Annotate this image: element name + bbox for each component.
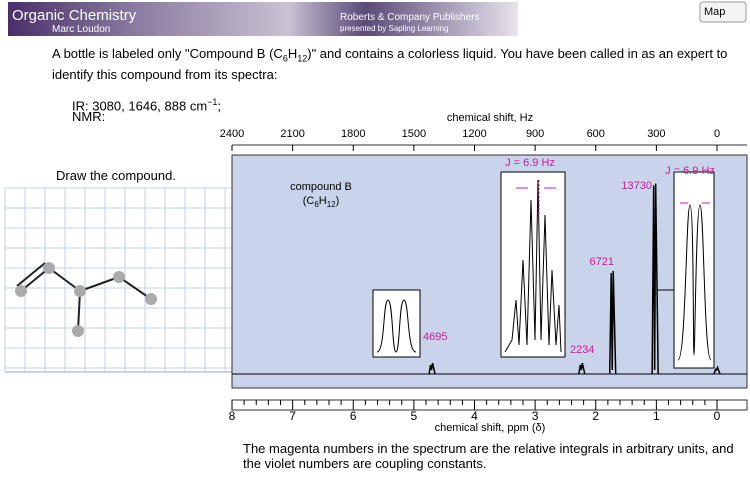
x-tick-label: 8: [229, 409, 236, 423]
draw-prompt: Draw the compound.: [56, 168, 176, 183]
x-tick-label: 3: [532, 409, 539, 423]
x-tick-label: 0: [714, 128, 720, 140]
x-tick-label: 600: [587, 128, 605, 140]
ir-data: IR: 3080, 1646, 888 cm−1;: [72, 97, 222, 114]
x-tick-label: 1800: [341, 128, 365, 140]
x-tick-label: 7: [289, 409, 296, 423]
molecule: [15, 262, 157, 337]
map-label[interactable]: Map: [704, 6, 726, 18]
coupling-label: J = 6.9 Hz: [505, 157, 555, 169]
x-tick-label: 0: [714, 409, 721, 423]
header-presenter: presented by Sapling Learning: [340, 24, 449, 33]
nmr-peak: [578, 362, 586, 375]
integral-label: 6721: [590, 256, 614, 268]
bottom-axis-bar: [231, 399, 748, 411]
header-banner: [8, 2, 518, 36]
header-author: Marc Loudon: [52, 24, 111, 35]
bottom-axis-label: chemical shift, ppm (δ): [435, 422, 546, 434]
x-tick-label: 1200: [462, 128, 486, 140]
nmr-peak: [608, 271, 617, 375]
compound-formula: (C6H12): [303, 195, 340, 209]
nmr-peak: [713, 365, 721, 375]
x-tick-label: 900: [526, 128, 544, 140]
x-tick-label: 4: [471, 409, 478, 423]
nmr-peak: [428, 362, 436, 375]
spectrum-panel: [231, 154, 748, 389]
x-tick-label: 6: [350, 409, 357, 423]
top-axis-label: chemical shift, Hz: [447, 112, 533, 124]
coupling-arrows: [516, 180, 710, 215]
integral-label: 4695: [423, 331, 447, 343]
x-tick-label: 2: [592, 409, 599, 423]
integral-label: 13730: [621, 180, 652, 192]
nmr-label: NMR:: [72, 109, 106, 124]
x-tick-label: 2100: [280, 128, 304, 140]
compound-label: compound B: [290, 181, 352, 193]
header-title: Organic Chemistry: [12, 7, 137, 24]
drawing-grid[interactable]: [4, 187, 244, 373]
x-tick-label: 2400: [220, 128, 244, 140]
header-publisher: Roberts & Company Publishers: [340, 12, 480, 23]
x-tick-label: 300: [647, 128, 665, 140]
x-tick-label: 1500: [402, 128, 426, 140]
footer-note: The magenta numbers in the spectrum are …: [243, 441, 734, 471]
coupling-label: J = 6.9 Hz: [665, 165, 715, 177]
x-tick-label: 1: [653, 409, 660, 423]
x-tick-label: 5: [411, 409, 418, 423]
insets: [372, 171, 715, 369]
question: A bottle is labeled only "Compound B (C6…: [52, 46, 728, 82]
nmr-peak: [651, 183, 659, 375]
map-button[interactable]: [699, 1, 747, 23]
integral-label: 2234: [570, 344, 594, 356]
